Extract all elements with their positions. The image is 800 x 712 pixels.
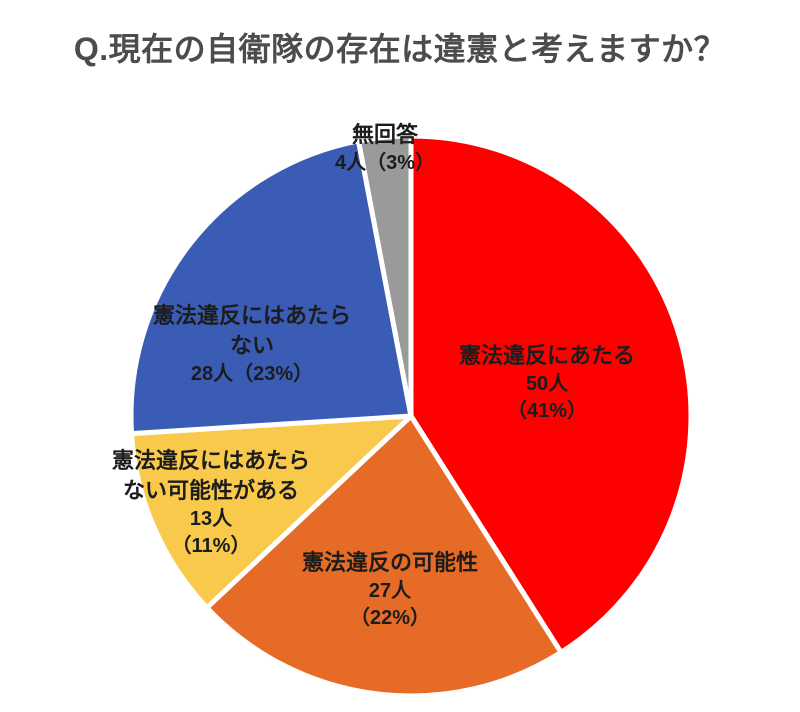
pie-slice-3 bbox=[128, 138, 414, 437]
pie-slice-4 bbox=[356, 133, 414, 419]
pie-slice-1 bbox=[204, 413, 564, 699]
pie-slice-2 bbox=[129, 413, 414, 611]
chart-title: Q.現在の自衛隊の存在は違憲と考えますか？ bbox=[73, 31, 727, 67]
